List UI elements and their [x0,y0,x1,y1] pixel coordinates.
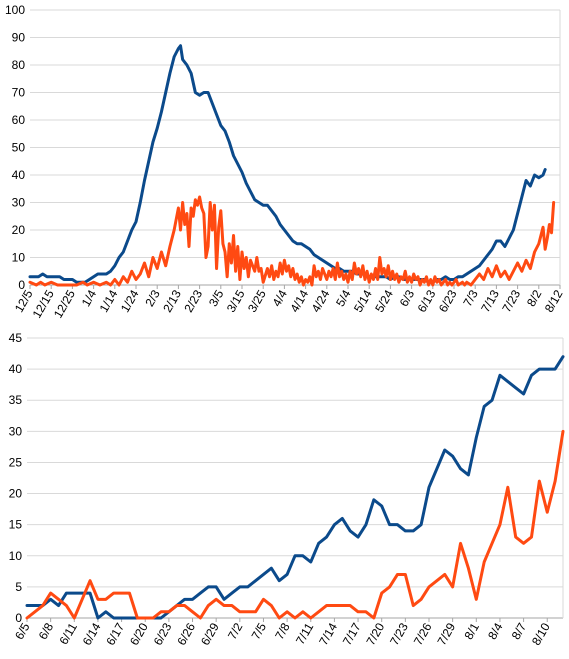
y-tick-label: 40 [9,362,23,376]
y-tick-label: 45 [9,331,23,345]
y-tick-label: 15 [9,518,23,532]
y-tick-label: 0 [15,611,22,625]
y-tick-label: 35 [9,393,23,407]
x-tick-label: 5/24 [372,287,396,315]
x-tick-label: 8/10 [529,620,553,648]
y-tick-label: 20 [9,487,23,501]
orange-series-line [28,195,556,287]
x-tick-label: 6/8 [36,620,57,642]
y-tick-label: 70 [12,86,26,100]
x-tick-label: 1/14 [97,287,121,315]
x-tick-label: 2/23 [181,287,205,315]
x-tick-label: 7/5 [249,620,270,642]
x-tick-label: 7/14 [316,620,340,648]
x-tick-label: 8/1 [461,620,482,642]
x-tick-label: 6/3 [397,287,418,309]
y-tick-label: 25 [9,455,23,469]
x-tick-label: 3/5 [206,287,227,309]
x-tick-label: 7/23 [499,287,523,315]
y-tick-label: 30 [12,196,26,210]
y-tick-label: 50 [12,141,26,155]
x-tick-label: 4/4 [270,287,291,309]
y-tick-label: 40 [12,168,26,182]
x-tick-label: 7/8 [272,620,293,642]
y-tick-label: 100 [5,3,25,17]
y-tick-label: 80 [12,58,26,72]
x-tick-label: 6/17 [103,620,127,648]
x-tick-label: 8/12 [542,287,566,315]
x-tick-label: 7/11 [293,620,317,647]
blue-series-line [25,355,565,620]
y-tick-label: 10 [12,251,26,265]
x-tick-label: 6/29 [198,620,222,648]
x-tick-label: 2/13 [160,287,184,315]
y-tick-label: 90 [12,31,26,45]
x-tick-label: 1/4 [79,287,100,309]
x-tick-label: 12/25 [51,287,78,320]
x-tick-label: 7/23 [387,620,411,648]
x-tick-label: 6/13 [415,287,439,315]
x-tick-label: 7/3 [460,287,481,309]
x-tick-label: 8/4 [485,620,506,642]
orange-series-line [25,429,565,620]
x-tick-label: 1/24 [118,287,142,315]
x-tick-label: 8/2 [524,287,545,309]
x-tick-label: 3/25 [245,287,269,315]
y-tick-label: 0 [18,278,25,292]
x-tick-label: 7/26 [411,620,435,648]
y-tick-label: 60 [12,113,26,127]
y-tick-label: 5 [15,580,22,594]
x-tick-label: 6/20 [127,620,151,648]
x-tick-label: 8/7 [509,620,530,642]
x-tick-label: 6/14 [80,620,104,648]
x-tick-label: 4/24 [309,287,333,315]
y-tick-label: 10 [9,549,23,563]
x-tick-label: 4/14 [287,287,311,315]
x-tick-label: 6/11 [57,620,81,647]
x-tick-label: 7/29 [434,620,458,648]
x-tick-label: 5/4 [333,287,354,309]
x-tick-label: 6/23 [436,287,460,315]
x-tick-label: 7/13 [478,287,502,315]
y-tick-label: 30 [9,424,23,438]
x-tick-label: 6/26 [174,620,198,648]
x-tick-label: 6/23 [151,620,175,648]
blue-series-line [28,44,547,284]
x-tick-label: 7/20 [363,620,387,648]
x-tick-label: 5/14 [351,287,375,315]
x-tick-label: 3/15 [224,287,248,315]
x-tick-label: 2/3 [142,287,163,309]
y-tick-label: 20 [12,223,26,237]
x-tick-label: 7/2 [225,620,246,642]
x-tick-label: 7/17 [340,620,364,648]
